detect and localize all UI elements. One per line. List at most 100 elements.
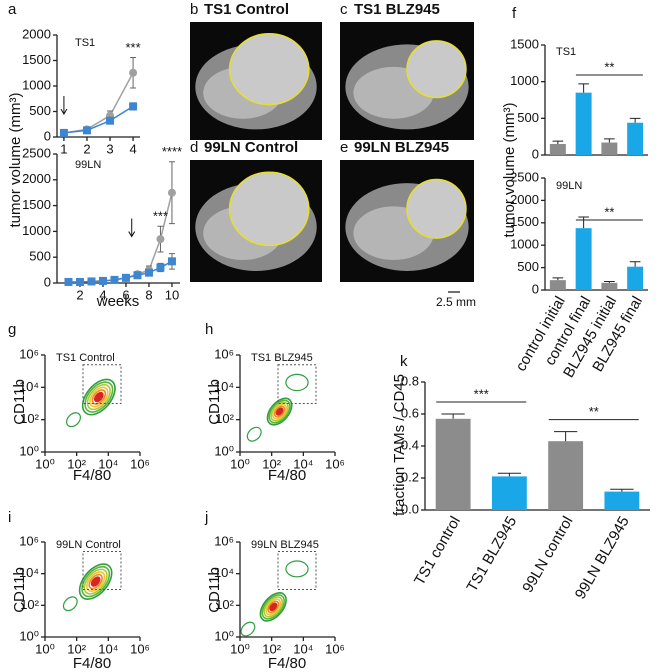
y-tick-label: 2000	[22, 26, 51, 41]
y-tick-label: 10⁶	[19, 346, 39, 361]
bar	[604, 491, 640, 510]
y-tick-label: 0	[44, 128, 51, 143]
x-tick-label: 10⁶	[130, 456, 150, 471]
x-tick-label: 10²	[67, 456, 86, 471]
contour	[83, 568, 108, 595]
data-point	[59, 128, 68, 137]
x-tick-label: 10⁰	[35, 456, 55, 471]
data-point	[129, 102, 138, 111]
bar	[491, 476, 527, 510]
y-tick-label: 10⁶	[214, 346, 234, 361]
y-tick-label: 1000	[510, 237, 539, 252]
error-bar	[552, 140, 564, 144]
x-tick-label: 2	[76, 287, 83, 302]
panel-letter: g	[8, 321, 16, 338]
bar	[601, 282, 618, 290]
x-tick-label: TS1 control	[411, 513, 464, 588]
image-title: 99LN Control	[204, 139, 298, 156]
data-point	[156, 235, 165, 244]
panel-letter: h	[205, 321, 213, 338]
x-tick-label: 10⁰	[230, 641, 250, 656]
y-tick-label: 0.8	[401, 373, 419, 388]
y-tick-label: 1000	[510, 73, 539, 88]
y-tick-label: 10²	[215, 597, 234, 612]
y-tick-label: 10⁶	[19, 533, 39, 548]
contour	[270, 401, 289, 422]
x-tick-label: 10⁴	[293, 641, 313, 656]
tumor-outline	[406, 40, 467, 99]
y-axis-label: CD11b	[206, 379, 223, 425]
bar	[435, 418, 471, 510]
arrow	[128, 218, 136, 238]
contour	[86, 383, 111, 411]
y-tick-label: 10⁴	[214, 379, 234, 394]
contour	[266, 397, 293, 426]
error-bar	[497, 472, 521, 477]
error-bar	[441, 413, 465, 419]
y-tick-label: 1500	[22, 197, 51, 212]
contour	[88, 573, 103, 590]
y-tick-label: 10⁴	[19, 379, 39, 394]
x-tick-label: 10⁴	[98, 456, 118, 471]
error-bar	[578, 216, 589, 229]
chart-label: TS1	[75, 37, 95, 49]
data-point	[87, 277, 96, 286]
x-tick-label: 8	[145, 287, 152, 302]
contour	[265, 598, 282, 616]
contour	[272, 403, 288, 420]
contour	[84, 381, 114, 413]
chart-label: 99LN BLZ945	[251, 539, 319, 551]
x-tick-label: 10	[165, 287, 179, 302]
contour	[269, 602, 278, 612]
error-bar	[578, 83, 589, 93]
significance: ***	[153, 209, 168, 224]
x-tick-label: 10⁶	[325, 641, 345, 656]
contour	[268, 399, 291, 424]
image-title: TS1 BLZ945	[354, 1, 440, 18]
significance: **	[604, 204, 614, 219]
error-bar	[610, 488, 634, 492]
x-tick-label: 10⁰	[35, 641, 55, 656]
gate	[82, 551, 122, 590]
x-tick-label: 10²	[262, 641, 281, 656]
y-tick-label: 0	[44, 274, 51, 289]
x-tick-label: 2	[83, 141, 90, 156]
contour	[273, 405, 286, 418]
data-point	[129, 68, 138, 77]
contour-tail	[240, 621, 256, 637]
y-tick-label: 0	[532, 146, 539, 161]
series-line	[68, 260, 173, 283]
x-axis-label: F4/80	[268, 655, 306, 672]
y-tick-label: 0.2	[401, 469, 419, 484]
chart-label: TS1	[556, 46, 576, 58]
y-tick-label: 0.4	[401, 437, 419, 452]
data-point	[110, 275, 119, 284]
tumor-outline	[228, 33, 310, 106]
x-tick-label: 3	[106, 141, 113, 156]
bar	[627, 266, 644, 290]
series-line	[63, 72, 134, 134]
contour	[93, 391, 104, 403]
contour	[259, 592, 287, 622]
y-tick-label: 500	[29, 249, 51, 264]
y-tick-label: 10²	[20, 597, 39, 612]
x-tick-label: 10²	[67, 641, 86, 656]
x-tick-label: 10⁶	[325, 456, 345, 471]
panel-letter: a	[8, 1, 17, 18]
data-point	[144, 268, 153, 277]
error-bar	[604, 280, 615, 283]
contour	[275, 407, 284, 416]
contour-tail	[246, 426, 262, 442]
scale-bar-label: 2.5 mm	[436, 295, 476, 309]
error-bar	[554, 431, 578, 442]
image-title: TS1 Control	[204, 1, 289, 18]
panel-letter: j	[204, 509, 208, 526]
data-point	[167, 188, 176, 197]
y-tick-label: 10⁶	[214, 533, 234, 548]
data-point	[121, 273, 130, 282]
contour-gate	[285, 373, 309, 392]
significance: ***	[474, 386, 489, 401]
x-axis-label: F4/80	[268, 467, 306, 484]
tumor-outline	[228, 171, 310, 247]
x-tick-label: 6	[122, 287, 129, 302]
